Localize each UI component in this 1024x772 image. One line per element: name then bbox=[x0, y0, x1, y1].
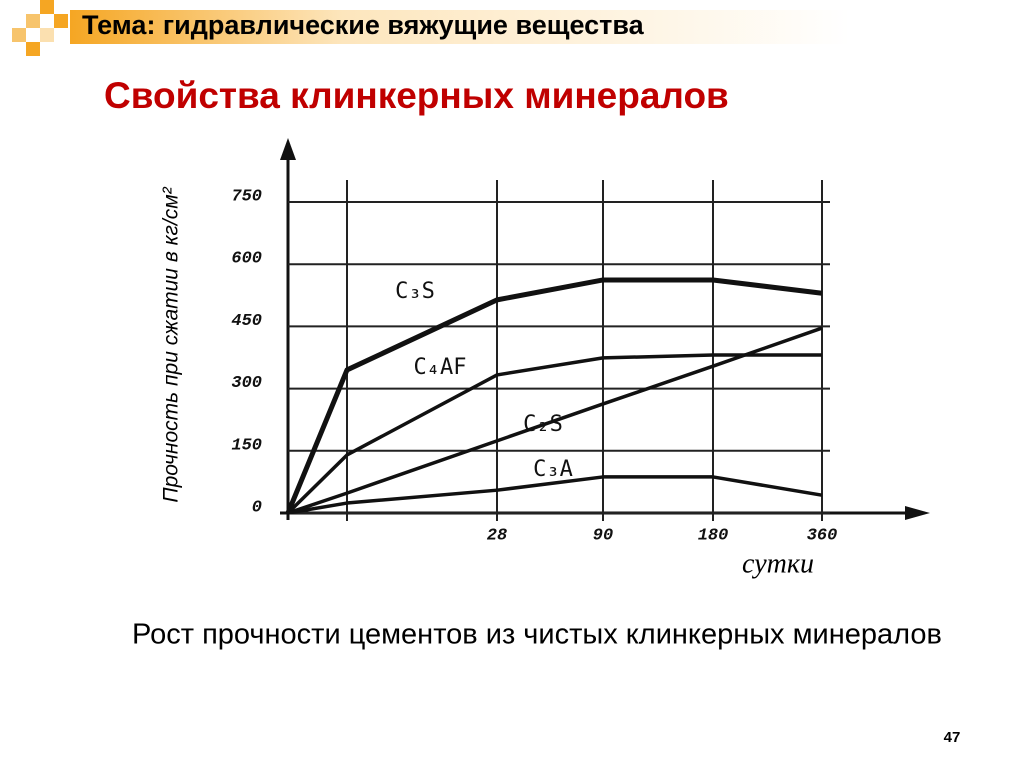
y-tick-label: 0 bbox=[252, 498, 262, 517]
decor bbox=[54, 14, 68, 28]
x-axis-arrow bbox=[905, 506, 930, 520]
data-line bbox=[286, 353, 822, 515]
x-tick-label: 90 bbox=[593, 526, 613, 545]
header-band bbox=[70, 10, 850, 44]
decor bbox=[40, 0, 54, 14]
y-tick-label: 750 bbox=[231, 187, 262, 206]
x-tick-label: 28 bbox=[487, 526, 507, 545]
slide-subtitle: Свойства клинкерных минералов bbox=[104, 75, 729, 116]
series-label: C₂S bbox=[523, 412, 563, 437]
slide-title: Тема: гидравлические вяжущие вещества bbox=[82, 10, 645, 40]
series-label: C₃S bbox=[395, 279, 435, 304]
y-tick-label: 600 bbox=[231, 250, 262, 269]
caption: Рост прочности цементов из чистых клинке… bbox=[132, 619, 942, 651]
y-tick-label: 150 bbox=[231, 436, 262, 455]
data-line bbox=[285, 277, 823, 514]
page-number: 47 bbox=[944, 729, 961, 746]
data-line bbox=[287, 326, 823, 515]
x-axis-label: сутки bbox=[742, 548, 814, 579]
decor bbox=[26, 42, 40, 56]
y-axis-arrow bbox=[280, 138, 296, 160]
y-tick-label: 450 bbox=[231, 312, 262, 331]
decor bbox=[40, 28, 54, 42]
decor bbox=[12, 28, 26, 42]
series-label: C₃A bbox=[533, 457, 573, 482]
series-label: C₄AF bbox=[414, 355, 467, 380]
x-tick-label: 180 bbox=[698, 526, 729, 545]
y-axis-label: Прочность при сжатии в кг/см² bbox=[160, 186, 183, 502]
x-tick-label: 360 bbox=[807, 526, 838, 545]
decor bbox=[26, 14, 40, 28]
data-line bbox=[287, 475, 823, 515]
y-tick-label: 300 bbox=[231, 374, 262, 393]
